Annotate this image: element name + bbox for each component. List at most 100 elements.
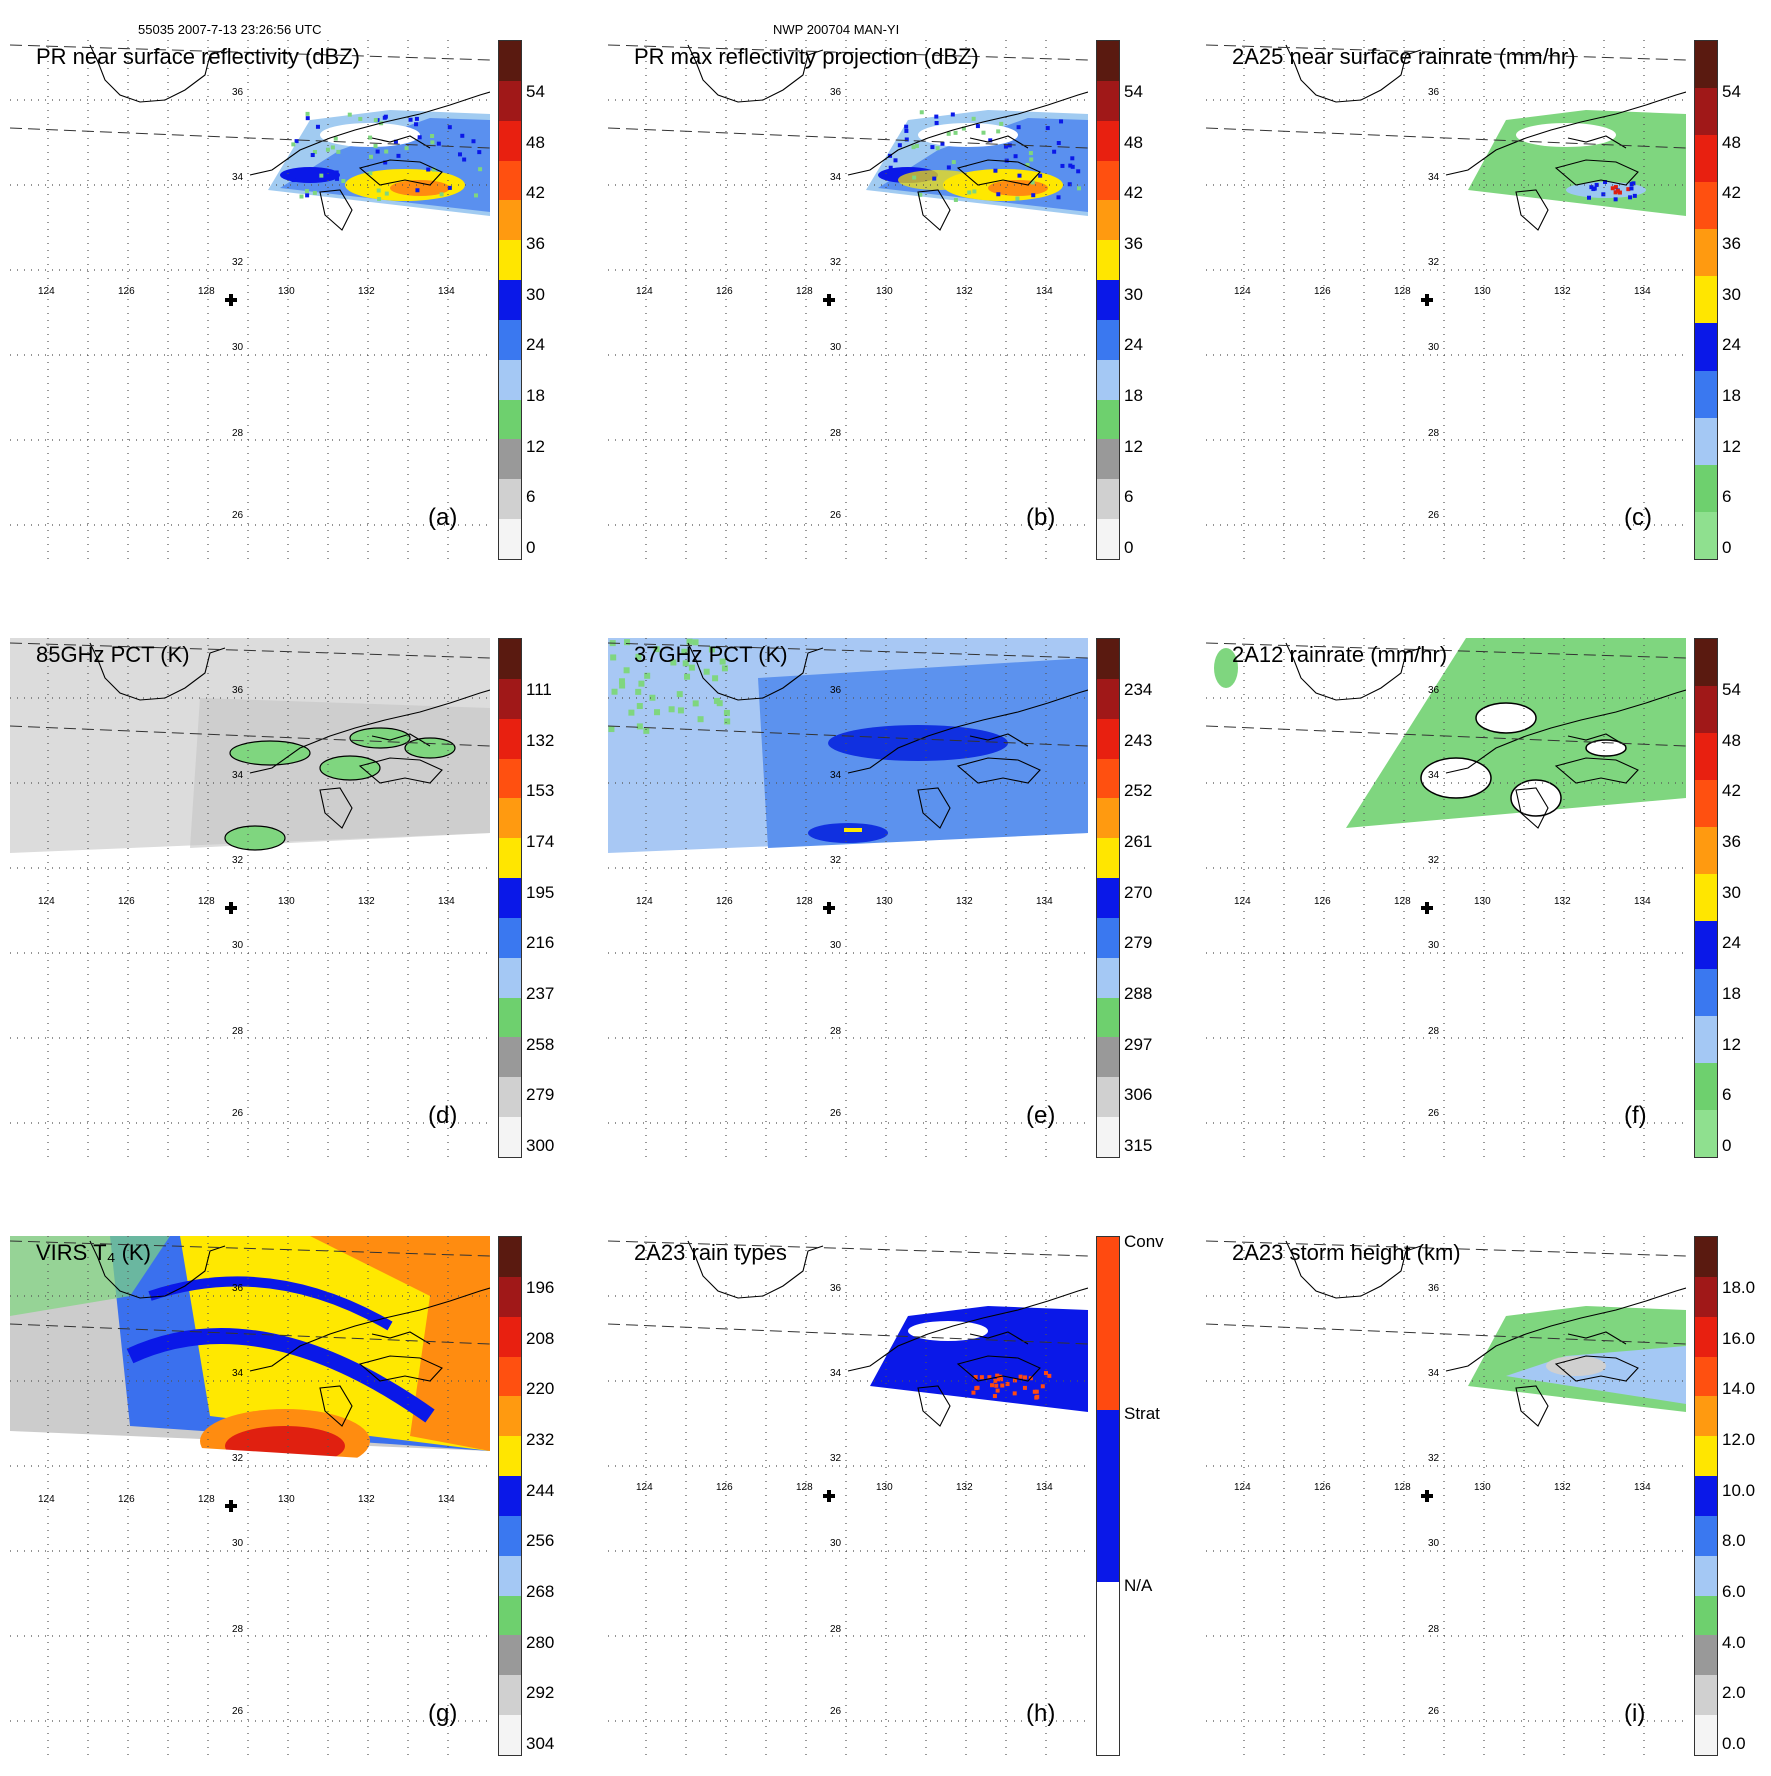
storm-center-cross-icon: [1421, 902, 1433, 914]
colorbar-segment: [1695, 1436, 1717, 1477]
storm-center-cross-icon: [823, 294, 835, 306]
colorbar-segment: [1097, 80, 1119, 121]
lat-label-28: 28: [1428, 1624, 1440, 1635]
colorbar-segment: [1097, 997, 1119, 1038]
lon-label-132: 132: [358, 286, 375, 297]
colorbar: [1694, 1236, 1718, 1756]
lat-label-34: 34: [830, 1368, 842, 1379]
colorbar-tick: 30: [1722, 284, 1741, 304]
lon-label-128: 128: [1394, 896, 1411, 907]
lon-label-128: 128: [198, 1494, 215, 1505]
lon-label-134: 134: [1634, 286, 1651, 297]
colorbar-tick: 6: [526, 487, 536, 507]
colorbar-segment: [499, 678, 521, 719]
lat-label-36: 36: [1428, 1283, 1440, 1294]
colorbar-segment: [499, 479, 521, 520]
colorbar-tick: 14.0: [1722, 1379, 1756, 1399]
map-g: 124 126 128 130 132 134 26 28 30 32 34 36: [10, 1236, 490, 1756]
lon-label-124: 124: [636, 1482, 653, 1493]
colorbar-segment: [499, 120, 521, 161]
map-c: 124 126 128 130 132 134 26 28 30 32 34 36: [1206, 40, 1686, 560]
colorbar-segment: [1695, 88, 1717, 136]
colorbar-segment: [499, 1675, 521, 1716]
colorbar: [498, 638, 522, 1158]
lat-label-36: 36: [830, 87, 842, 98]
colorbar-segment: [1097, 798, 1119, 839]
header-storm-name: NWP 200704 MAN-YI: [773, 22, 900, 37]
lat-label-32: 32: [232, 855, 244, 866]
lon-label-134: 134: [1036, 1482, 1053, 1493]
colorbar-segment: [1097, 1077, 1119, 1118]
lon-label-130: 130: [1474, 1482, 1491, 1493]
colorbar-tick: 0.0: [1722, 1734, 1746, 1753]
colorbar-segment: [499, 1237, 521, 1277]
lon-label-134: 134: [1634, 1482, 1651, 1493]
panel-e: 124 126 128 130 132 134 26 28 30 32 34 36 37GHz PCT …: [608, 638, 1168, 1178]
lat-label-36: 36: [232, 685, 244, 696]
colorbar-segment: [1695, 417, 1717, 465]
colorbar-segment: [1097, 319, 1119, 360]
colorbar-segment: [1695, 1316, 1717, 1357]
colorbar-tick: 132: [526, 730, 555, 750]
lat-label-30: 30: [232, 940, 244, 951]
colorbar-segment: [1097, 1037, 1119, 1078]
colorbar-segment: [1097, 160, 1119, 201]
lon-label-134: 134: [1036, 896, 1053, 907]
lat-label-34: 34: [232, 1368, 244, 1379]
lat-label-26: 26: [232, 1108, 244, 1119]
colorbar-tick: 18: [1722, 386, 1741, 405]
lat-label-34: 34: [1428, 172, 1440, 183]
colorbar-segment: [499, 519, 521, 559]
colorbar-tick: 12: [1124, 436, 1143, 456]
colorbar-tick: 237: [526, 984, 555, 1003]
colorbar-segment: [499, 718, 521, 759]
colorbar-tick: 42: [1722, 781, 1741, 801]
colorbar-tick: 258: [526, 1034, 555, 1054]
lat-label-30: 30: [232, 1538, 244, 1549]
lon-label-132: 132: [358, 896, 375, 907]
colorbar-tick: 48: [526, 132, 545, 152]
colorbar: [498, 1236, 522, 1756]
colorbar-tick: 18.0: [1722, 1278, 1756, 1297]
colorbar-segment: [1695, 1595, 1717, 1636]
colorbar-tick: 36: [1722, 234, 1741, 253]
panel-letter: (b): [1026, 504, 1056, 531]
lon-label-124: 124: [636, 896, 653, 907]
colorbar-tick: 48: [1722, 730, 1741, 750]
colorbar-tick: 12: [1722, 1034, 1741, 1054]
colorbar-segment: [499, 359, 521, 400]
colorbar-segment: [499, 439, 521, 480]
lon-label-124: 124: [1234, 1482, 1251, 1493]
panel-h: 124 126 128 130 132 134 26 28 30 32 34 36 2A23 rain …: [608, 1232, 1168, 1776]
colorbar-segment: [499, 240, 521, 281]
lon-label-128: 128: [1394, 1482, 1411, 1493]
colorbar-tick: 42: [1722, 183, 1741, 203]
storm-center-cross-icon: [1421, 1490, 1433, 1502]
lon-label-124: 124: [636, 286, 653, 297]
lat-label-34: 34: [232, 172, 244, 183]
colorbar-segment: [1695, 182, 1717, 230]
colorbar-segment: [1097, 479, 1119, 520]
colorbar-segment: [1695, 1015, 1717, 1063]
colorbar-segment: [1695, 733, 1717, 781]
lat-label-30: 30: [830, 1538, 842, 1549]
colorbar-tick: 288: [1124, 984, 1153, 1003]
lon-label-134: 134: [1036, 286, 1053, 297]
colorbar-tick: 36: [1722, 832, 1741, 851]
lon-label-130: 130: [876, 1482, 893, 1493]
colorbar-segment: [499, 1396, 521, 1437]
lon-label-124: 124: [1234, 286, 1251, 297]
colorbar-segment: [1695, 1356, 1717, 1397]
colorbar-tick: 48: [1124, 132, 1143, 152]
panel-title: PR max reflectivity projection (dBZ): [634, 44, 979, 69]
lat-label-30: 30: [830, 342, 842, 353]
lat-label-32: 32: [830, 1453, 842, 1464]
colorbar-segment: [499, 917, 521, 958]
colorbar-segment: [1695, 323, 1717, 371]
lat-label-26: 26: [1428, 510, 1440, 521]
lon-label-124: 124: [38, 896, 55, 907]
colorbar-tick: 6: [1722, 487, 1732, 507]
lon-label-128: 128: [198, 286, 215, 297]
storm-center-cross-icon: [1421, 294, 1433, 306]
lat-label-26: 26: [232, 510, 244, 521]
